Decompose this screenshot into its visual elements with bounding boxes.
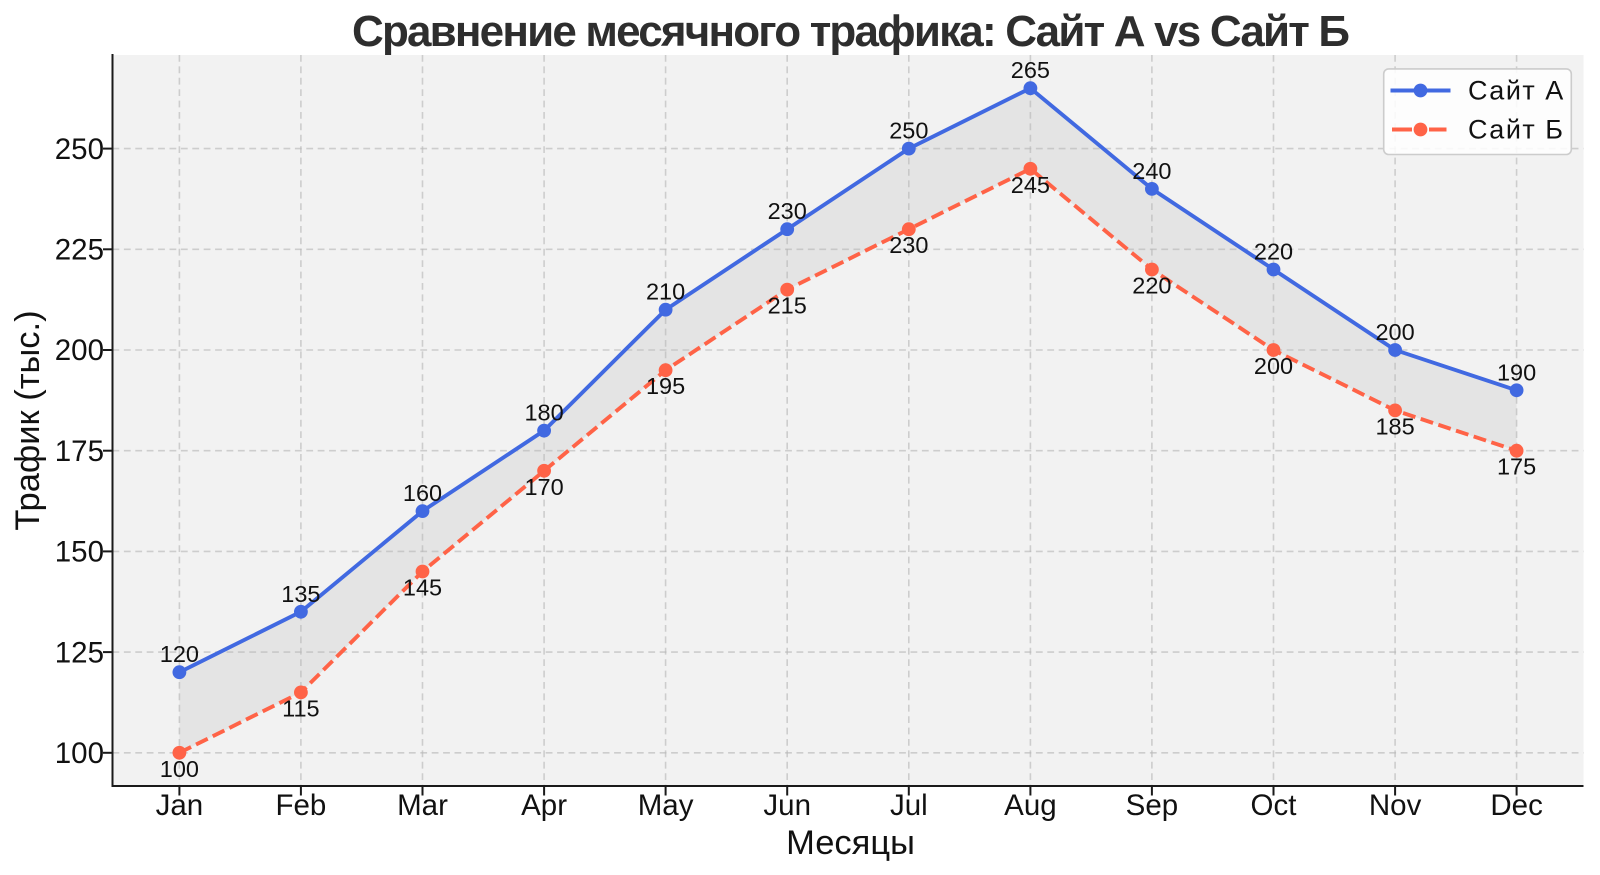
svg-text:210: 210 (646, 279, 685, 305)
svg-text:200: 200 (1375, 319, 1414, 345)
svg-text:125: 125 (55, 636, 104, 669)
svg-text:230: 230 (889, 232, 928, 258)
svg-text:175: 175 (1497, 454, 1536, 480)
svg-text:250: 250 (55, 133, 104, 166)
svg-text:250: 250 (889, 118, 928, 144)
svg-text:170: 170 (524, 474, 563, 500)
svg-text:265: 265 (1011, 57, 1050, 83)
svg-text:180: 180 (524, 400, 563, 426)
svg-text:Oct: Oct (1251, 789, 1297, 822)
svg-text:175: 175 (55, 435, 104, 468)
svg-text:100: 100 (55, 737, 104, 770)
svg-text:Dec: Dec (1490, 789, 1542, 822)
svg-text:Сайт Б: Сайт Б (1468, 114, 1565, 144)
svg-text:Трафик (тыс.): Трафик (тыс.) (9, 310, 47, 530)
svg-text:245: 245 (1011, 172, 1050, 198)
svg-text:185: 185 (1375, 413, 1414, 439)
svg-text:225: 225 (55, 234, 104, 267)
svg-text:Feb: Feb (275, 789, 326, 822)
svg-text:115: 115 (282, 695, 319, 721)
svg-text:220: 220 (1132, 273, 1171, 299)
svg-text:200: 200 (1254, 353, 1293, 379)
svg-text:240: 240 (1132, 158, 1171, 184)
svg-text:135: 135 (281, 581, 320, 607)
svg-text:145: 145 (403, 575, 442, 601)
svg-text:May: May (638, 789, 694, 822)
svg-text:100: 100 (160, 756, 199, 782)
svg-text:Сайт А: Сайт А (1468, 76, 1565, 106)
svg-text:Jan: Jan (156, 789, 204, 822)
svg-text:Nov: Nov (1369, 789, 1422, 822)
svg-text:195: 195 (646, 373, 685, 399)
svg-text:Jul: Jul (890, 789, 928, 822)
svg-text:230: 230 (768, 198, 807, 224)
svg-text:Сравнение месячного трафика: С: Сравнение месячного трафика: Сайт А vs С… (352, 7, 1350, 56)
svg-text:215: 215 (768, 293, 807, 319)
svg-text:Sep: Sep (1126, 789, 1179, 822)
svg-text:200: 200 (55, 334, 104, 367)
svg-text:150: 150 (55, 536, 104, 569)
svg-text:Месяцы: Месяцы (786, 824, 915, 862)
svg-text:220: 220 (1254, 239, 1293, 265)
svg-text:Jun: Jun (763, 789, 811, 822)
svg-text:Apr: Apr (521, 789, 567, 822)
svg-text:Aug: Aug (1004, 789, 1057, 822)
svg-text:120: 120 (160, 641, 199, 667)
svg-text:160: 160 (403, 480, 442, 506)
svg-text:190: 190 (1497, 359, 1536, 385)
svg-text:Mar: Mar (397, 789, 448, 822)
